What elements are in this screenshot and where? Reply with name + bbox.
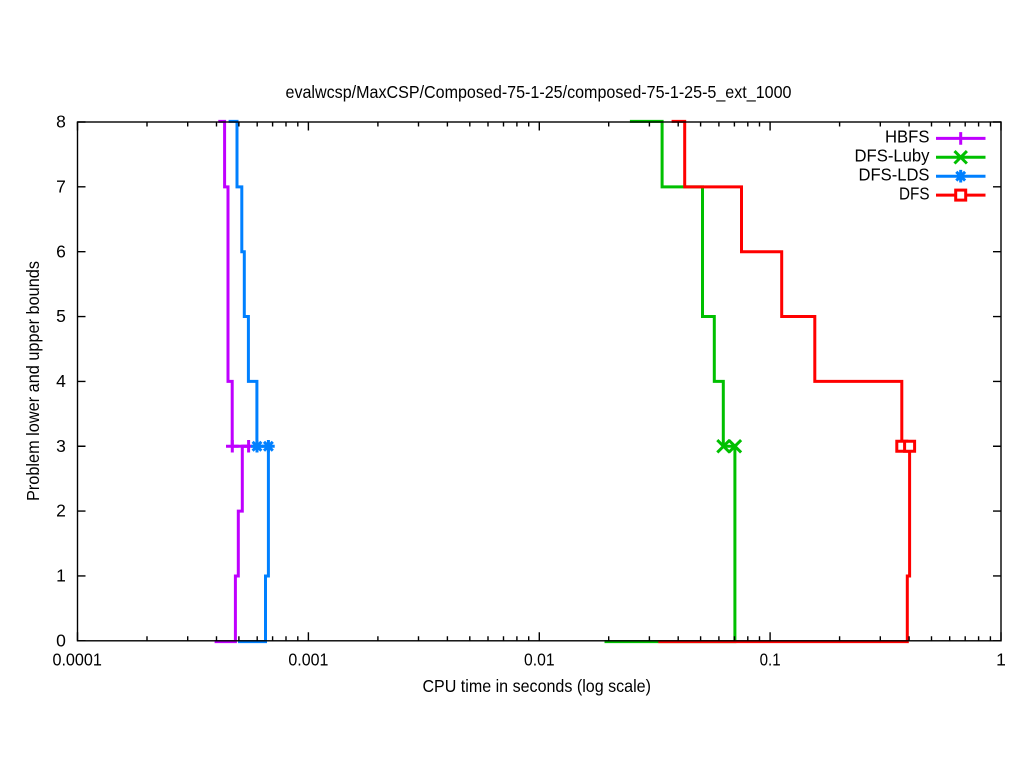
svg-text:HBFS: HBFS	[885, 127, 930, 147]
svg-text:4: 4	[56, 371, 66, 391]
svg-text:2: 2	[56, 501, 66, 521]
svg-text:8: 8	[56, 112, 66, 132]
svg-text:6: 6	[56, 241, 66, 261]
svg-text:1: 1	[56, 566, 66, 586]
svg-text:5: 5	[56, 306, 66, 326]
svg-text:0.01: 0.01	[524, 650, 555, 670]
svg-text:7: 7	[56, 176, 66, 196]
svg-text:DFS-Luby: DFS-Luby	[855, 146, 930, 166]
svg-text:0.1: 0.1	[760, 650, 781, 670]
svg-text:CPU time in seconds (log scale: CPU time in seconds (log scale)	[422, 676, 651, 696]
svg-text:DFS: DFS	[899, 183, 930, 203]
svg-text:DFS-LDS: DFS-LDS	[859, 165, 930, 185]
svg-text:3: 3	[56, 436, 66, 456]
svg-text:0: 0	[56, 630, 66, 650]
svg-text:1: 1	[996, 650, 1006, 670]
svg-text:0.001: 0.001	[288, 650, 328, 670]
svg-text:0.0001: 0.0001	[52, 650, 102, 670]
svg-text:Problem lower and upper bounds: Problem lower and upper bounds	[23, 261, 43, 501]
svg-text:evalwcsp/MaxCSP/Composed-75-1-: evalwcsp/MaxCSP/Composed-75-1-25/compose…	[286, 82, 792, 103]
